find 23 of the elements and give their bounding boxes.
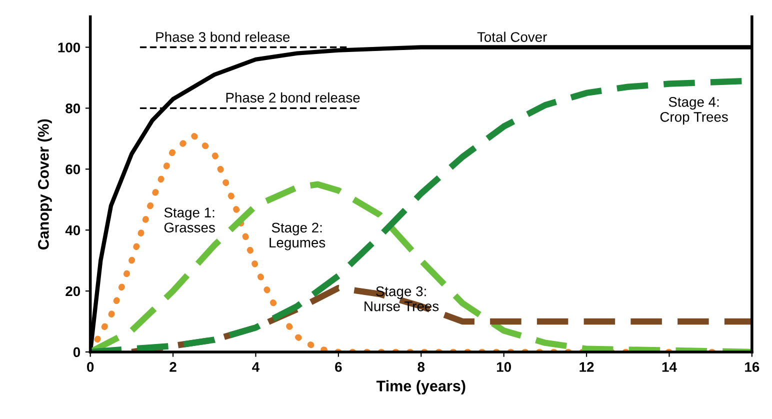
x-tick-label: 14	[662, 362, 677, 372]
annotation: Phase 3 bond release	[156, 32, 290, 42]
y-tick-label: 0	[73, 347, 80, 358]
annotation: Stage 2: Legumes	[270, 222, 326, 250]
annotation: Total Cover	[477, 32, 547, 42]
x-tick-label: 10	[496, 362, 511, 372]
x-tick-label: 6	[335, 362, 342, 372]
x-tick-label: 12	[580, 362, 594, 372]
x-tick-label: 8	[418, 362, 425, 372]
x-tick-label: 2	[170, 362, 176, 372]
x-tick-label: 16	[745, 362, 760, 372]
annotation: Phase 2 bond release	[226, 92, 360, 103]
annotation: Stage 1: Grasses	[164, 208, 215, 232]
x-tick-label: 4	[252, 362, 260, 372]
y-tick-label: 60	[66, 164, 80, 174]
x-axis-title: Time (years)	[376, 380, 466, 394]
annotation: Stage 4: Crop Trees	[660, 97, 728, 125]
y-tick-label: 80	[66, 104, 80, 114]
x-tick-label: 0	[87, 362, 94, 372]
y-axis-title: Canopy Cover (%)	[38, 119, 52, 250]
y-tick-label: 100	[58, 42, 80, 52]
y-tick-label: 20	[66, 286, 80, 296]
y-tick-label: 40	[65, 225, 80, 236]
